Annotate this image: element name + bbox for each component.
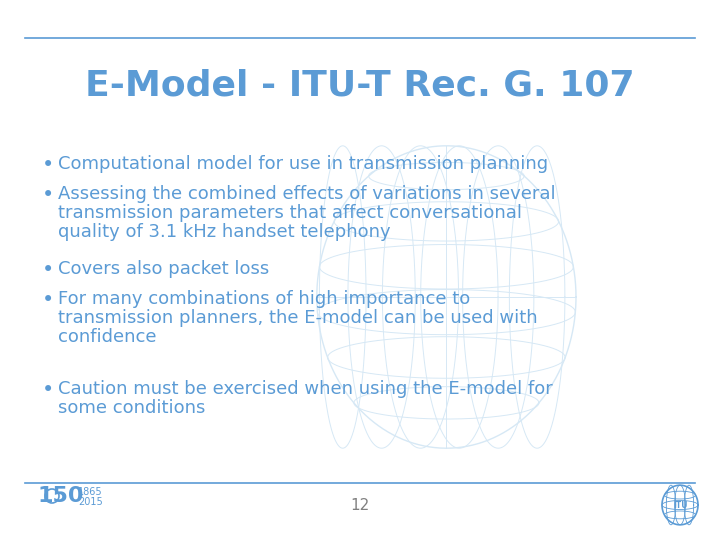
Text: •: • [42,185,54,205]
Text: 2015: 2015 [78,497,103,507]
Text: •: • [42,290,54,310]
Text: ITU: ITU [672,501,688,510]
Text: some conditions: some conditions [58,399,205,417]
Text: quality of 3.1 kHz handset telephony: quality of 3.1 kHz handset telephony [58,223,391,241]
Text: transmission planners, the E-model can be used with: transmission planners, the E-model can b… [58,309,538,327]
Text: •: • [42,260,54,280]
Text: •: • [42,380,54,400]
Text: For many combinations of high importance to: For many combinations of high importance… [58,290,470,308]
Text: Covers also packet loss: Covers also packet loss [58,260,269,278]
Text: Caution must be exercised when using the E-model for: Caution must be exercised when using the… [58,380,553,398]
Text: 12: 12 [351,497,369,512]
Text: 1865: 1865 [78,487,103,497]
Text: 150: 150 [38,486,84,506]
Text: transmission parameters that affect conversational: transmission parameters that affect conv… [58,204,522,222]
Text: E-Model - ITU-T Rec. G. 107: E-Model - ITU-T Rec. G. 107 [85,68,635,102]
Text: confidence: confidence [58,328,156,346]
Text: Assessing the combined effects of variations in several: Assessing the combined effects of variat… [58,185,556,203]
Text: Computational model for use in transmission planning: Computational model for use in transmiss… [58,155,548,173]
Text: •: • [42,155,54,175]
